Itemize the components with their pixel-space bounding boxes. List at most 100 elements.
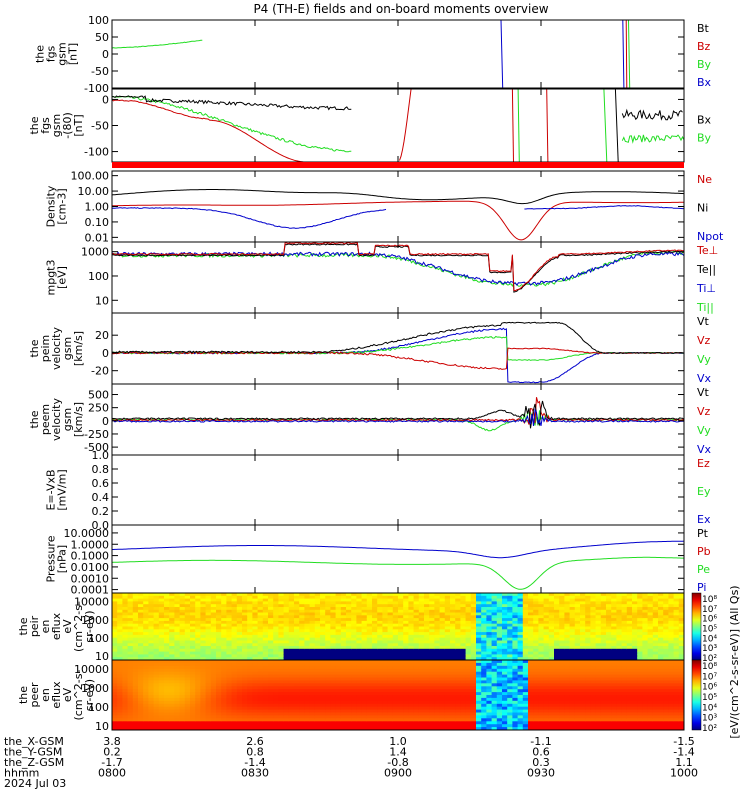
spectrogram-cell — [247, 724, 253, 728]
spectrogram-cell — [200, 640, 207, 644]
spectrogram-cell — [127, 709, 134, 714]
spectrogram-cell — [340, 601, 347, 605]
spectrogram-cell — [257, 703, 264, 708]
spectrogram-cell — [413, 601, 420, 605]
spectrogram-cell — [595, 637, 602, 642]
spectrogram-cell — [122, 709, 129, 714]
spectrogram-cell — [314, 680, 321, 684]
spectrogram-cell — [377, 618, 383, 622]
spectrogram-cell — [247, 618, 253, 622]
spectrogram-cell — [528, 640, 534, 644]
spectrogram-cell — [153, 712, 160, 716]
spectrogram-cell — [528, 697, 534, 702]
y-axis-label-line: fgs — [39, 117, 52, 134]
spectrogram-cell — [444, 651, 451, 655]
spectrogram-cell — [335, 660, 342, 664]
spectrogram-cell — [496, 689, 503, 693]
spectrogram-cell — [554, 604, 560, 608]
spectrogram-cell — [288, 607, 295, 611]
spectrogram-cell — [351, 623, 357, 628]
spectrogram-cell — [652, 654, 659, 658]
spectrogram-cell — [210, 615, 217, 619]
spectrogram-cell — [122, 712, 129, 716]
spectrogram-cell — [127, 618, 134, 622]
spectrogram-cell — [387, 620, 394, 625]
spectrogram-cell — [200, 648, 207, 653]
spectrogram-cell — [179, 646, 186, 650]
spectrogram-cell — [190, 634, 196, 639]
spectrogram-cell — [117, 626, 123, 630]
spectrogram-cell — [678, 615, 684, 619]
spectrogram-cell — [455, 626, 461, 630]
spectrogram-cell — [200, 695, 207, 699]
spectrogram-cell — [678, 618, 684, 622]
spectrogram-cell — [444, 721, 451, 725]
spectrogram-cell — [164, 593, 170, 597]
spectrogram-cell — [491, 692, 498, 696]
spectrogram-cell — [418, 634, 425, 639]
spectrogram-cell — [314, 724, 321, 728]
spectrogram-cell — [606, 643, 612, 647]
spectrogram-cell — [392, 674, 399, 679]
spectrogram-cell — [470, 604, 477, 608]
spectrogram-cell — [522, 721, 529, 725]
spectrogram-cell — [554, 634, 560, 639]
spectrogram-cell — [190, 620, 196, 625]
spectrogram-cell — [325, 640, 331, 644]
spectrogram-cell — [314, 601, 321, 605]
spectrogram-cell — [216, 686, 222, 690]
spectrogram-cell — [626, 654, 633, 658]
spectrogram-cell — [470, 601, 477, 605]
spectrogram-cell — [309, 646, 316, 650]
spectrogram-cell — [247, 695, 253, 699]
spectrogram-cell — [668, 637, 675, 642]
spectrogram-cell — [340, 674, 347, 679]
spectrogram-cell — [148, 598, 155, 602]
spectrogram-cell — [278, 700, 285, 705]
spectrogram-cell — [444, 646, 451, 650]
spectrogram-cell — [174, 629, 181, 633]
spectrogram-cell — [429, 715, 435, 719]
spectrogram-cell — [268, 671, 274, 676]
spectrogram-cell — [418, 598, 425, 602]
spectrogram-cell — [398, 674, 404, 679]
spectrogram-cell — [678, 607, 684, 611]
spectrogram-cell — [179, 692, 186, 696]
spectrogram-cell — [330, 721, 337, 725]
spectrogram-cell — [528, 695, 534, 699]
spectrogram-cell — [268, 727, 274, 730]
spectrogram-cell — [600, 612, 607, 616]
spectrogram-cell — [200, 718, 207, 722]
spectrogram-cell — [387, 623, 394, 628]
spectrogram-cell — [455, 700, 461, 705]
spectrogram-cell — [361, 651, 368, 655]
spectrogram-cell — [169, 712, 175, 716]
spectrogram-cell — [408, 618, 415, 622]
spectrogram-cell — [148, 703, 155, 708]
spectrogram-cell — [600, 634, 607, 639]
spectrogram-cell — [242, 706, 248, 711]
spectrogram-cell — [621, 651, 628, 655]
spectrogram-cell — [455, 697, 461, 702]
spectrogram-cell — [236, 612, 243, 616]
spectrogram-cell — [533, 648, 539, 653]
spectrogram-cell — [153, 686, 160, 690]
spectrogram-cell — [413, 612, 420, 616]
spectrogram-cell — [517, 692, 524, 696]
spectrogram-cell — [408, 640, 415, 644]
spectrogram-cell — [465, 601, 472, 605]
spectrogram-cell — [476, 695, 482, 699]
spectrogram-cell — [195, 671, 201, 676]
spectrogram-cell — [606, 607, 612, 611]
spectrogram-cell — [148, 654, 155, 658]
spectrogram-cell — [517, 632, 524, 636]
y-tick-label: -50 — [91, 65, 109, 78]
spectrogram-cell — [382, 593, 389, 597]
spectrogram-cell — [678, 654, 684, 658]
spectrogram-cell — [455, 671, 461, 676]
spectrogram-cell — [236, 665, 243, 670]
spectrogram-cell — [455, 607, 461, 611]
spectrogram-cell — [392, 623, 399, 628]
spectrogram-cell — [273, 712, 279, 716]
spectrogram-cell — [663, 618, 669, 622]
